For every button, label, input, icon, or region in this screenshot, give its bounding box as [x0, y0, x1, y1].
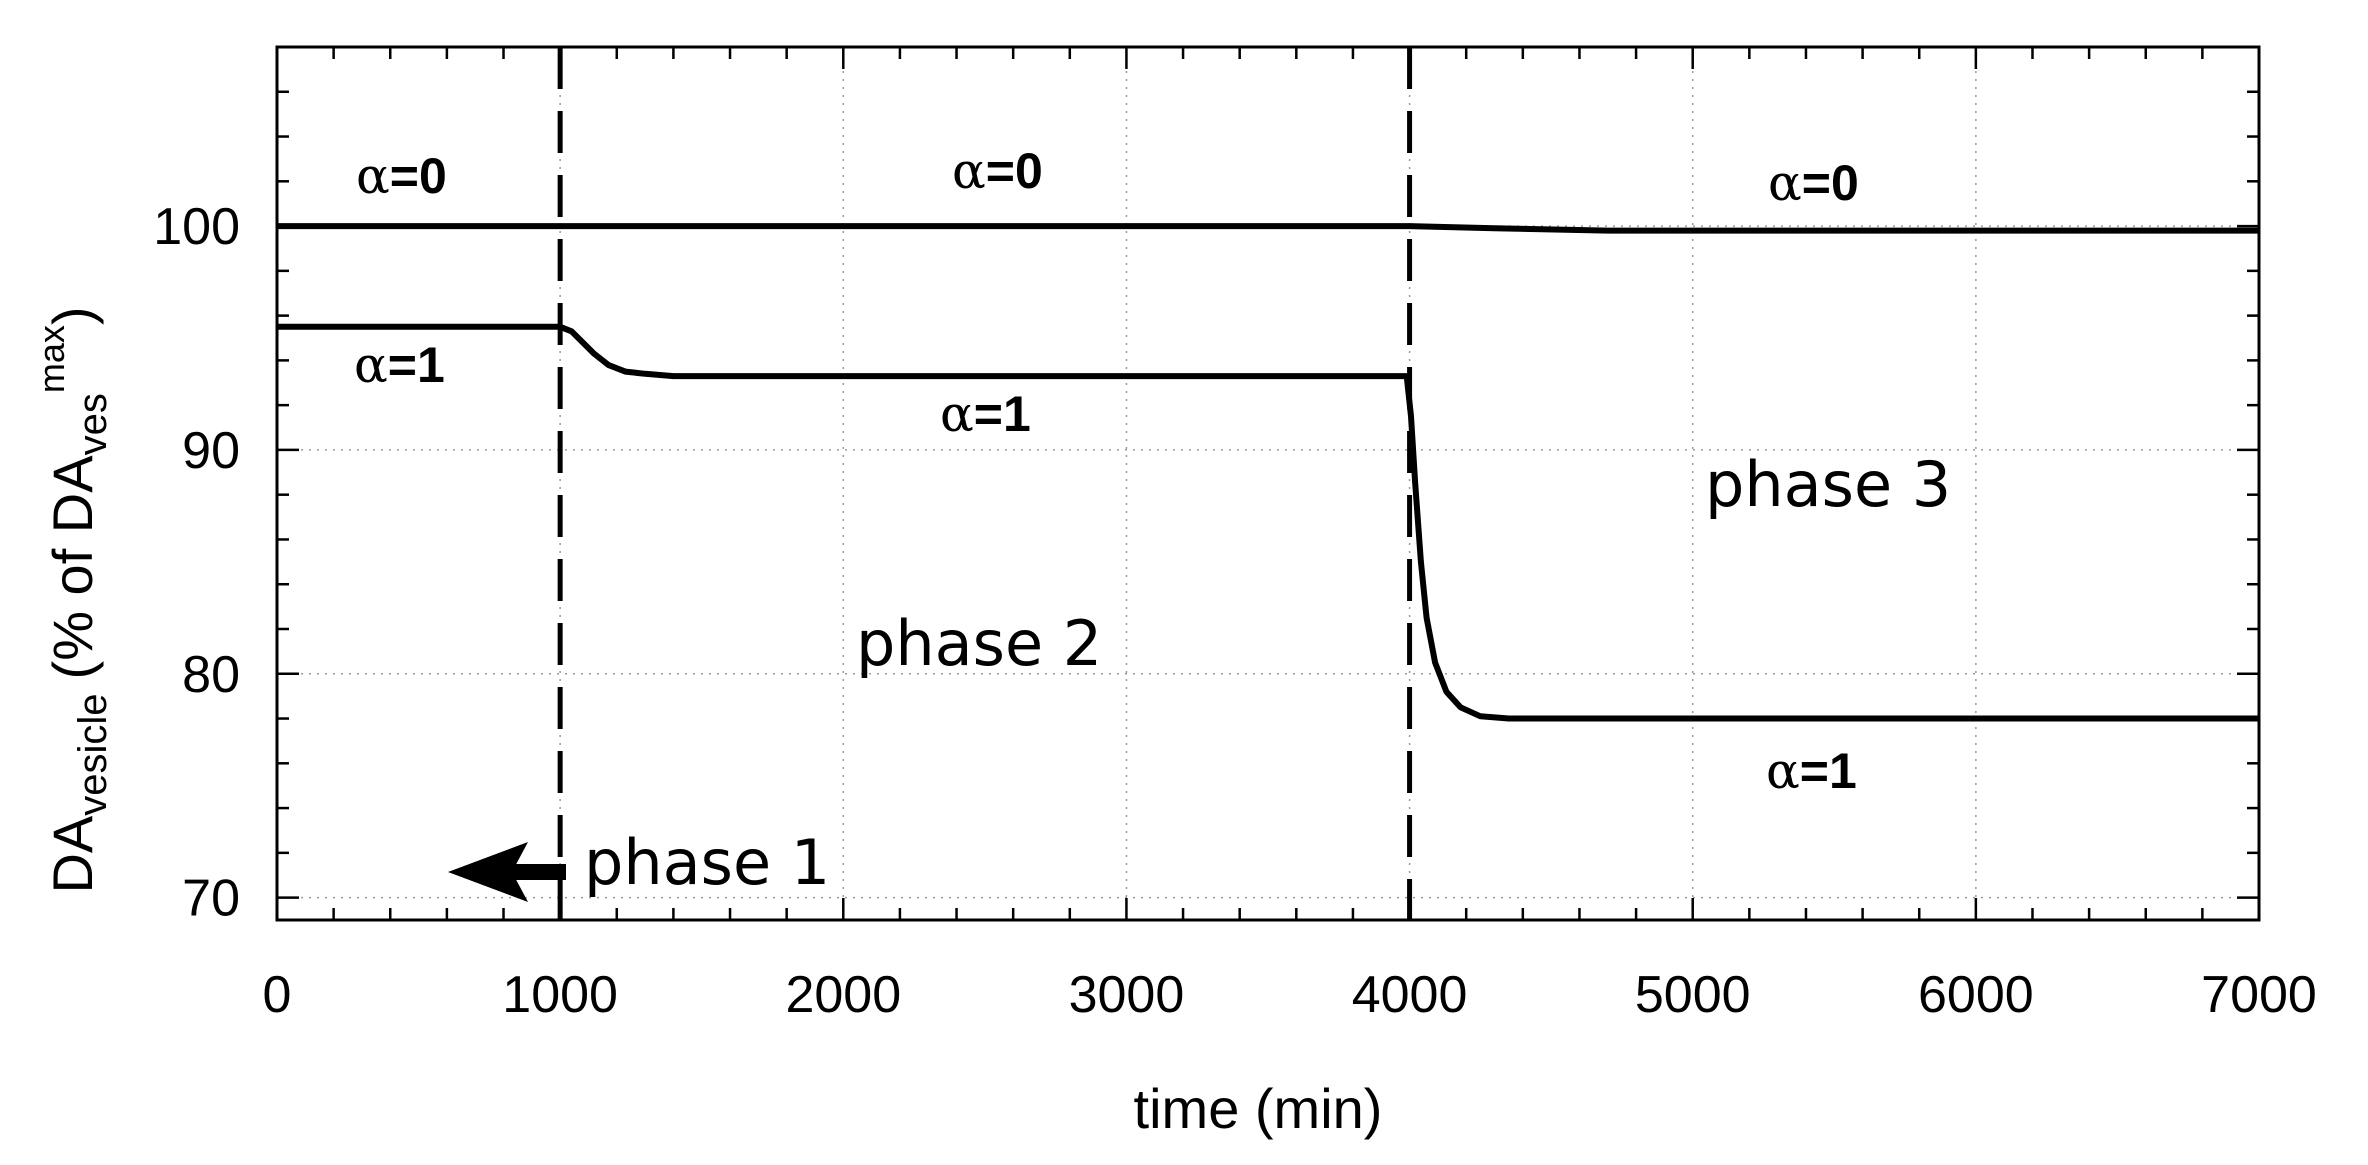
x-tick-label: 2000 [785, 966, 901, 1024]
x-tick-label: 1000 [502, 966, 618, 1024]
x-tick-label: 5000 [1635, 966, 1751, 1024]
y-tick-label: 100 [153, 198, 240, 256]
x-tick-label: 7000 [2201, 966, 2317, 1024]
x-tick-label: 4000 [1352, 966, 1468, 1024]
series-line-1 [277, 323, 2259, 722]
y-axis-title-paren-sup: max [31, 325, 72, 393]
y-axis-title: DAvesicle (% of DAvesmax) [31, 306, 115, 893]
x-tick-labels: 0 1000 2000 3000 4000 5000 6000 7000 [263, 966, 2317, 1024]
series-label-alpha1-phase1: α=1 [354, 336, 445, 394]
phase-2-label: phase 2 [856, 607, 1102, 680]
series-label-alpha0-phase1: α=0 [356, 147, 447, 205]
gridlines [277, 47, 2259, 920]
y-axis-title-paren-sub: ves [71, 393, 115, 455]
phase-1-label: phase 1 [584, 826, 830, 899]
series-label-alpha1-phase2: α=1 [940, 385, 1031, 443]
axis-ticks [275, 47, 2261, 920]
x-tick-label: 3000 [1069, 966, 1185, 1024]
x-tick-label: 0 [263, 966, 292, 1024]
y-tick-label: 70 [182, 870, 240, 928]
y-axis-title-main: DA [41, 815, 104, 893]
y-tick-label: 90 [182, 422, 240, 480]
y-axis-title-paren-close: ) [41, 306, 104, 325]
phase-1-arrow-icon [448, 842, 566, 902]
phase-boundaries [557, 47, 1413, 920]
series-label-alpha0-phase2: α=0 [952, 142, 1043, 200]
series-line-0 [277, 223, 2259, 234]
series-lines [277, 223, 2259, 722]
y-axis-title-paren: (% of DA [41, 455, 104, 680]
y-tick-labels: 70 80 90 100 [153, 198, 240, 928]
x-axis-title: time (min) [1134, 1077, 1383, 1140]
y-axis-title-sub: vesicle [71, 693, 115, 815]
y-tick-label: 80 [182, 646, 240, 704]
x-tick-label: 6000 [1918, 966, 2034, 1024]
plot-frame [275, 45, 2261, 922]
series-label-alpha0-phase3: α=0 [1768, 154, 1859, 212]
series-label-alpha1-phase3: α=1 [1766, 742, 1857, 800]
phase-3-label: phase 3 [1705, 448, 1951, 521]
